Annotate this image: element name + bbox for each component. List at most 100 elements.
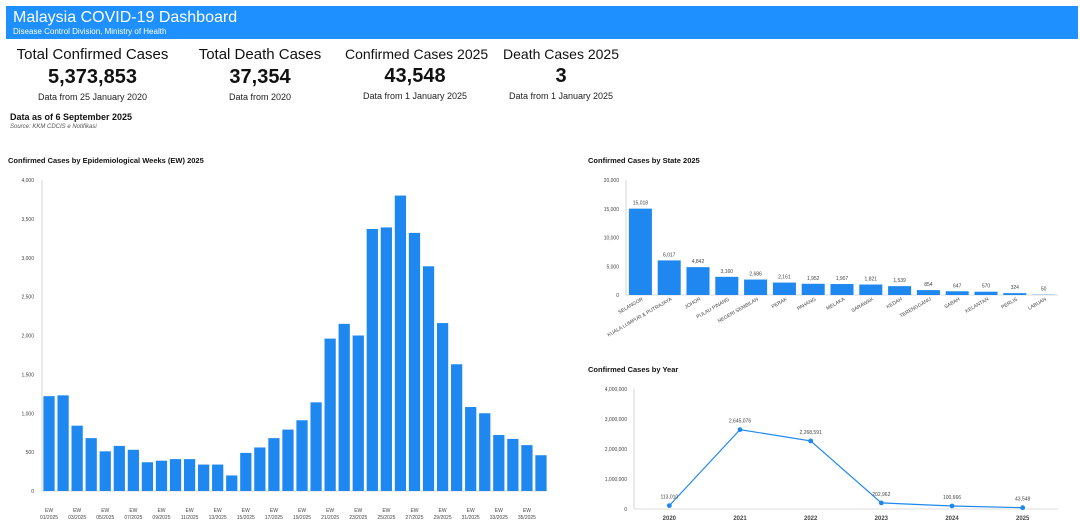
x-tick-label: 2020 [663, 516, 677, 522]
y-tick-label: 0 [616, 293, 619, 299]
y-tick-label: 2,500 [21, 295, 34, 301]
bar-EW 03/2025 [71, 425, 83, 491]
x-tick-label: KELANTAN [964, 296, 990, 314]
x-tick-label: 2022 [804, 516, 818, 522]
point-2020 [666, 503, 672, 509]
x-tick-label: EW [45, 508, 53, 514]
kpi-note: Data from 1 January 2025 [508, 91, 614, 101]
data-label: 202,962 [872, 492, 890, 498]
bar-negeri-sembilan [744, 279, 768, 295]
x-tick-label: TERENGGANU [899, 296, 933, 319]
y-tick-label: 15,000 [604, 207, 620, 213]
data-label: 3,160 [721, 269, 734, 275]
x-tick-label: 09/2025 [152, 515, 170, 521]
x-tick-label: EW [326, 508, 334, 514]
y-tick-label: 2,000,000 [605, 447, 627, 453]
bar-EW 30/2025 [451, 364, 463, 491]
kpi-label: Total Death Cases [198, 46, 322, 63]
bar-EW 36/2025 [535, 455, 547, 491]
bar-EW 08/2025 [141, 462, 154, 491]
year-chart-title: Confirmed Cases by Year [588, 365, 679, 374]
kpi-value: 43,548 [384, 65, 446, 87]
x-tick-label: 11/2025 [181, 515, 199, 521]
bar-sarawak [859, 284, 883, 295]
data-label: 1,821 [865, 277, 878, 283]
bar-kedah [888, 286, 912, 295]
x-tick-label: EW [270, 508, 278, 514]
x-tick-label: 2021 [733, 516, 747, 522]
bar-EW 26/2025 [394, 195, 407, 492]
bar-EW 32/2025 [479, 413, 491, 491]
bar-EW 09/2025 [155, 460, 168, 491]
x-tick-label: MELAKA [825, 296, 846, 312]
x-tick-label: EW [129, 508, 137, 514]
y-tick-label: 4,000,000 [605, 387, 627, 393]
data-label: 2,161 [778, 275, 791, 281]
data-label: 1,539 [893, 278, 906, 284]
bar-EW 11/2025 [183, 459, 196, 491]
bar-EW 20/2025 [310, 402, 322, 491]
bar-EW 06/2025 [113, 445, 125, 491]
bar-melaka [830, 284, 854, 295]
bar-EW 07/2025 [127, 449, 139, 491]
x-tick-label: EW [214, 508, 222, 514]
x-tick-label: 2024 [945, 516, 959, 522]
data-label: 15,018 [633, 201, 649, 207]
kpi-note: Data from 1 January 2025 [362, 91, 468, 101]
bar-EW 25/2025 [380, 227, 392, 492]
x-tick-label: 05/2025 [96, 515, 114, 521]
dashboard-title: Malaysia COVID-19 Dashboard [13, 9, 238, 26]
kpi-label: Total Confirmed Cases [16, 46, 169, 63]
x-tick-label: 01/2025 [40, 515, 58, 521]
data-source: Source: KKM CDCIS e Notifikasi [10, 124, 97, 130]
x-tick-label: 03/2025 [68, 515, 86, 521]
x-tick-label: 31/2025 [462, 515, 480, 521]
kpi-total-confirmed: Total Confirmed Cases 5,373,853 Data fro… [10, 46, 175, 102]
bar-kelantan [974, 291, 998, 295]
x-tick-label: 35/2025 [518, 515, 536, 521]
kpi-value: 3 [555, 65, 567, 87]
point-2023 [878, 500, 884, 506]
x-tick-label: EW [523, 508, 531, 514]
kpi-note: Data from 25 January 2020 [37, 92, 148, 102]
y-tick-label: 1,500 [21, 372, 34, 378]
x-tick-label: PAHANG [796, 296, 817, 312]
y-tick-label: 4,000 [21, 178, 34, 184]
bar-selangor [628, 208, 652, 295]
data-label: 6,017 [663, 252, 676, 258]
x-tick-label: 07/2025 [124, 515, 142, 521]
data-as-of: Data as of 6 September 2025 [10, 112, 133, 122]
bar-EW 19/2025 [296, 420, 308, 491]
data-label: 2,268,591 [800, 430, 822, 436]
bar-EW 24/2025 [366, 228, 378, 492]
y-tick-label: 2,000 [21, 334, 34, 340]
data-label: 113,010 [660, 495, 678, 501]
bar-EW 16/2025 [254, 447, 266, 491]
data-label: 570 [982, 284, 991, 290]
x-tick-label: LABUAN [1027, 296, 1048, 311]
bar-perak [772, 282, 796, 295]
bar-EW 31/2025 [465, 407, 477, 491]
x-tick-label: PERAK [771, 296, 789, 310]
x-tick-label: EW [157, 508, 165, 514]
bar-EW 18/2025 [282, 429, 294, 491]
bar-sabah [945, 291, 969, 295]
bar-EW 23/2025 [352, 335, 364, 491]
bar-pahang [801, 283, 825, 295]
data-label: 324 [1011, 285, 1020, 291]
point-2021 [737, 427, 743, 433]
bar-EW 01/2025 [43, 396, 55, 491]
y-tick-label: 1,000,000 [605, 477, 627, 483]
point-2022 [808, 438, 814, 444]
y-tick-label: 3,000,000 [605, 417, 627, 423]
bar-EW 10/2025 [169, 459, 182, 491]
x-tick-label: 2023 [875, 516, 889, 522]
x-tick-label: EW [242, 508, 250, 514]
x-tick-label: 33/2025 [490, 515, 508, 521]
kpi-note: Data from 2020 [228, 92, 292, 102]
x-tick-label: EW [410, 508, 418, 514]
dashboard-header: Malaysia COVID-19 Dashboard Disease Cont… [6, 6, 1078, 39]
bar-EW 12/2025 [198, 464, 210, 491]
weekly-chart-title: Confirmed Cases by Epidemiological Weeks… [8, 156, 204, 165]
